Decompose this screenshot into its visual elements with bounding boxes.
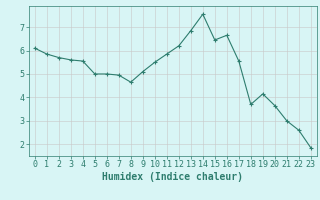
X-axis label: Humidex (Indice chaleur): Humidex (Indice chaleur): [102, 172, 243, 182]
